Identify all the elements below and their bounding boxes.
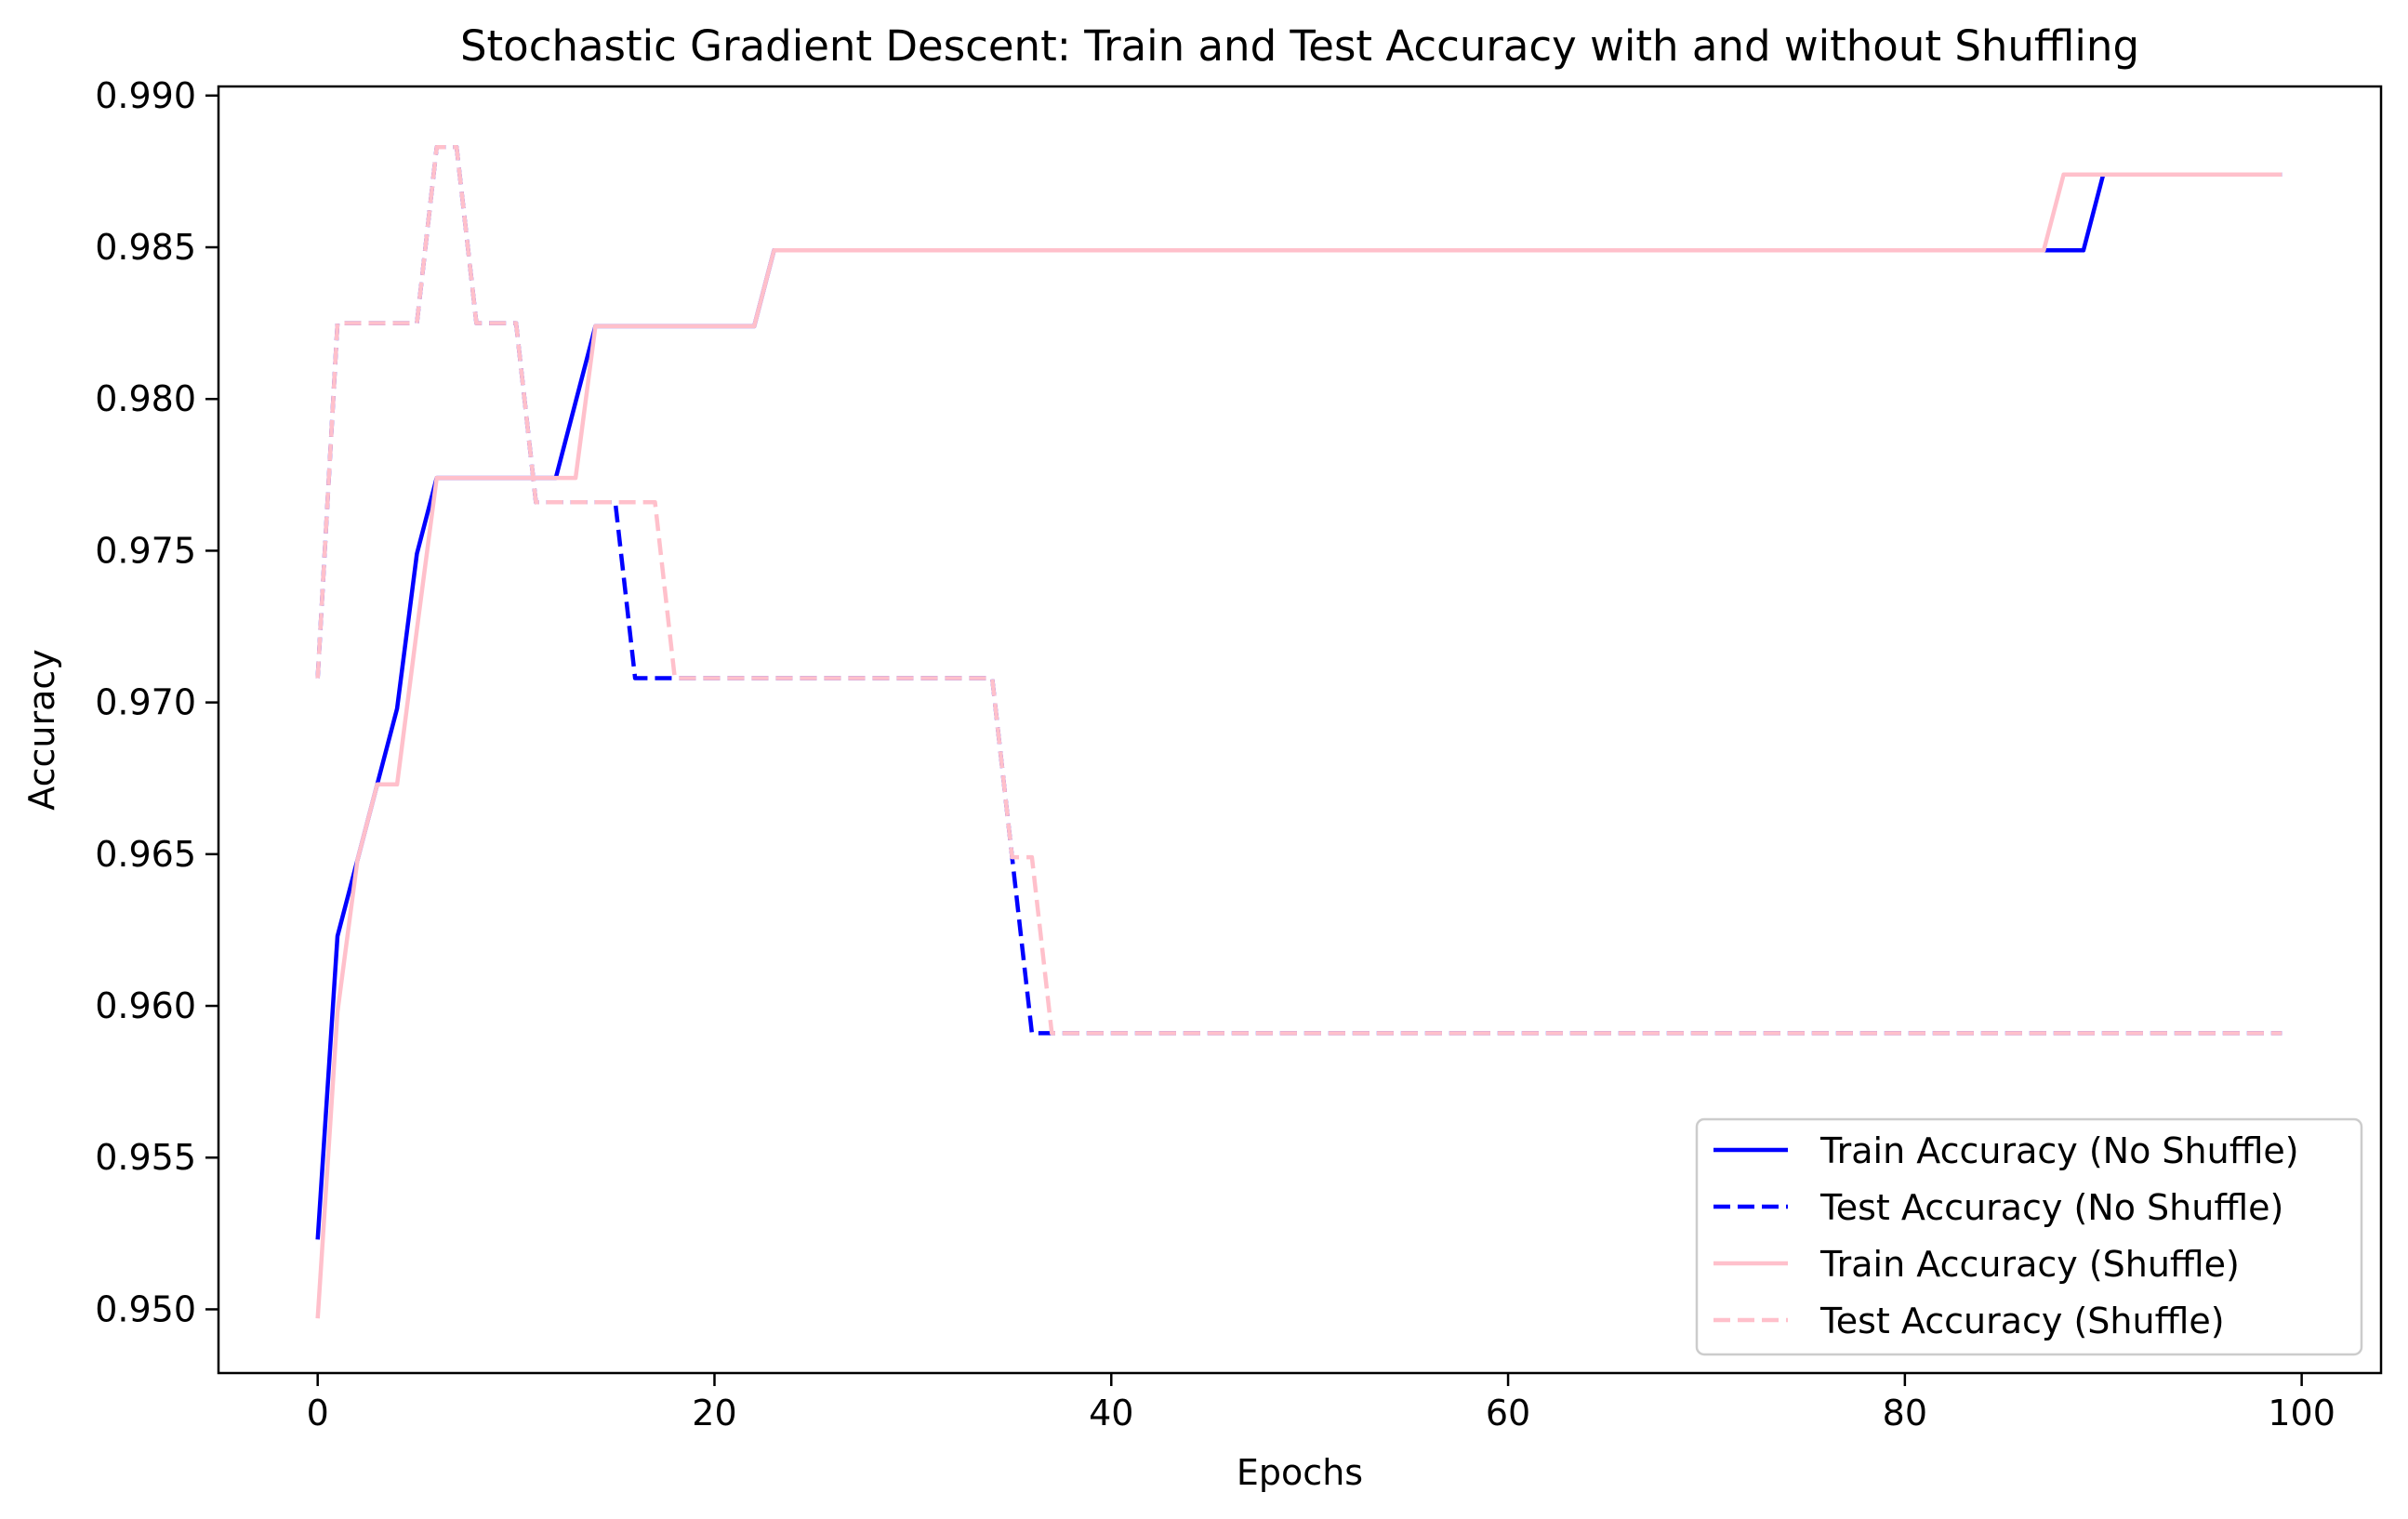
y-tick-label: 0.985 (95, 227, 196, 268)
y-tick-label: 0.970 (95, 682, 196, 723)
legend-label: Test Accuracy (Shuffle) (1819, 1301, 2225, 1341)
y-tick-label: 0.960 (95, 985, 196, 1026)
y-tick-label: 0.980 (95, 378, 196, 419)
legend-label: Test Accuracy (No Shuffle) (1819, 1187, 2283, 1228)
x-tick-label: 60 (1486, 1393, 1530, 1433)
y-tick-label: 0.955 (95, 1137, 196, 1178)
x-tick-label: 100 (2268, 1393, 2335, 1433)
x-tick-label: 20 (692, 1393, 736, 1433)
legend-box (1695, 1117, 2363, 1356)
x-tick-label: 80 (1883, 1393, 1927, 1433)
legend-label: Train Accuracy (Shuffle) (1819, 1244, 2240, 1285)
x-tick-label: 0 (307, 1393, 329, 1433)
legend-label: Train Accuracy (No Shuffle) (1819, 1130, 2299, 1171)
plot-frame (217, 85, 2383, 1375)
series-line-4 (315, 145, 2282, 1036)
y-tick-label: 0.965 (95, 834, 196, 875)
x-tick-label: 40 (1089, 1393, 1133, 1433)
plot-lines (315, 145, 2282, 1319)
x-axis-ticks: 0 20 40 60 80 100 (307, 1373, 2335, 1433)
x-axis-label: Epochs (1237, 1452, 1363, 1493)
y-tick-label: 0.990 (95, 75, 196, 116)
y-tick-label: 0.975 (95, 530, 196, 571)
y-axis-label: Accuracy (21, 649, 62, 811)
y-tick-label: 0.950 (95, 1288, 196, 1329)
chart-title: Stochastic Gradient Descent: Train and T… (460, 21, 2139, 71)
legend: Train Accuracy (No Shuffle) Test Accuracy… (1695, 1117, 2363, 1356)
series-line-3 (315, 172, 2282, 1319)
y-axis-ticks: 0.950 0.955 0.960 0.965 0.970 0.975 0.980 0.985… (95, 75, 218, 1329)
